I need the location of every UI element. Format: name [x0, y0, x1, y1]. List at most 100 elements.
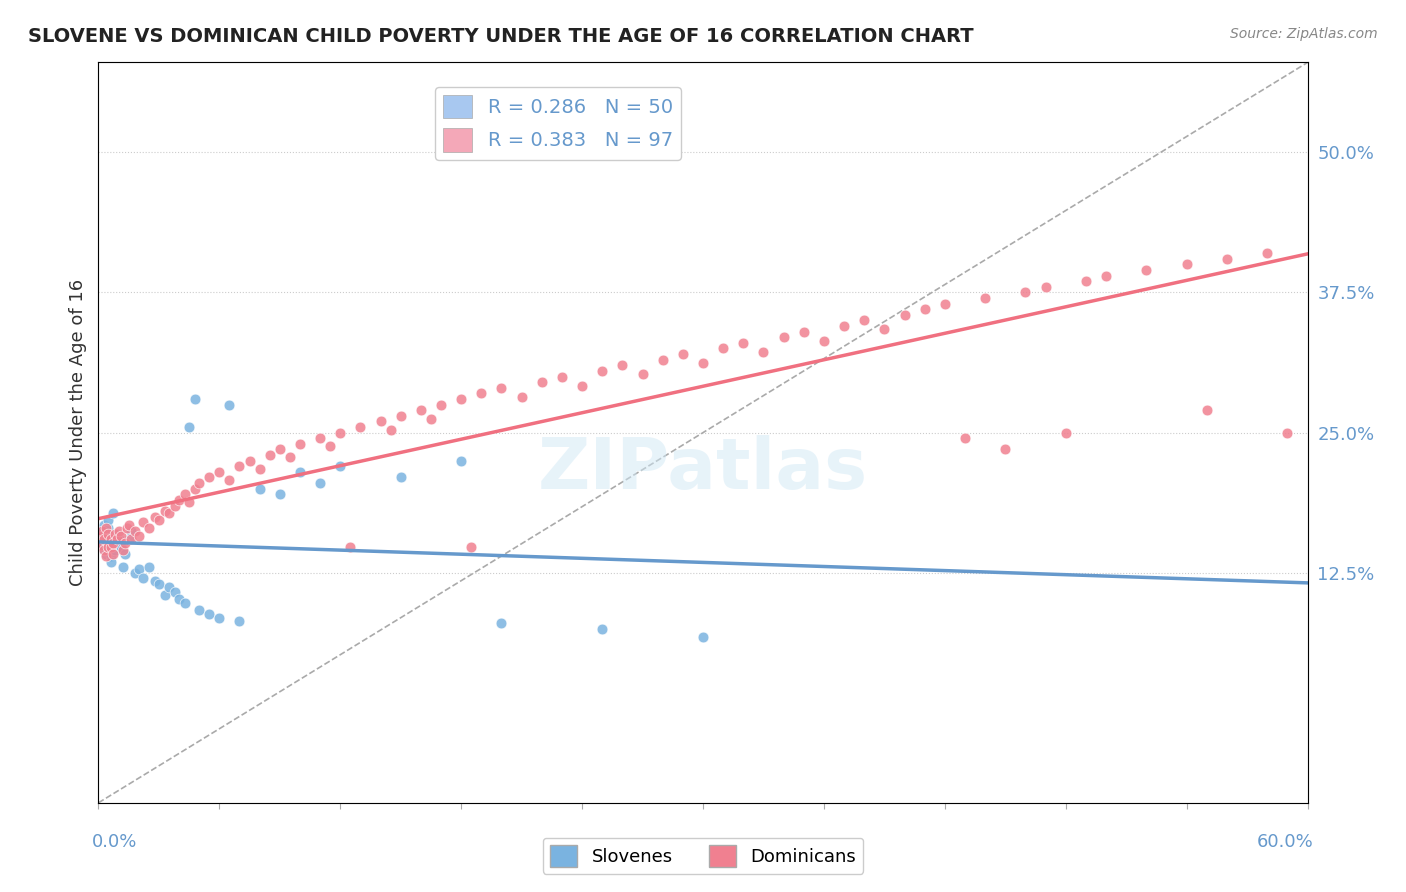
- Point: [711, 342, 734, 356]
- Point: [103, 543, 125, 558]
- Point: [370, 414, 392, 428]
- Point: [389, 470, 412, 484]
- Point: [309, 431, 332, 445]
- Point: [107, 524, 129, 539]
- Y-axis label: Child Poverty Under the Age of 16: Child Poverty Under the Age of 16: [69, 279, 87, 586]
- Point: [100, 540, 122, 554]
- Point: [97, 526, 120, 541]
- Point: [179, 420, 201, 434]
- Point: [1014, 285, 1036, 300]
- Point: [329, 459, 352, 474]
- Point: [873, 322, 896, 336]
- Point: [105, 526, 128, 541]
- Point: [934, 296, 956, 310]
- Point: [672, 347, 695, 361]
- Point: [994, 442, 1017, 457]
- Point: [118, 532, 141, 546]
- Point: [339, 540, 361, 554]
- Point: [974, 291, 997, 305]
- Point: [319, 439, 342, 453]
- Point: [120, 524, 142, 539]
- Point: [259, 448, 281, 462]
- Point: [692, 356, 714, 370]
- Point: [100, 555, 122, 569]
- Point: [96, 549, 118, 563]
- Point: [91, 529, 114, 543]
- Point: [853, 313, 876, 327]
- Point: [93, 543, 115, 558]
- Point: [953, 431, 976, 445]
- Point: [278, 450, 301, 465]
- Point: [101, 538, 124, 552]
- Point: [1035, 280, 1057, 294]
- Point: [813, 334, 835, 348]
- Point: [430, 398, 453, 412]
- Point: [107, 532, 129, 546]
- Point: [309, 476, 332, 491]
- Point: [893, 308, 915, 322]
- Point: [132, 571, 155, 585]
- Text: 0.0%: 0.0%: [93, 833, 138, 851]
- Point: [914, 302, 936, 317]
- Point: [591, 364, 613, 378]
- Point: [100, 532, 122, 546]
- Point: [409, 403, 432, 417]
- Point: [269, 487, 291, 501]
- Text: 60.0%: 60.0%: [1257, 833, 1313, 851]
- Point: [349, 420, 371, 434]
- Point: [793, 325, 815, 339]
- Point: [153, 504, 176, 518]
- Point: [128, 562, 150, 576]
- Point: [591, 622, 613, 636]
- Point: [138, 521, 160, 535]
- Point: [228, 459, 250, 474]
- Point: [174, 596, 197, 610]
- Point: [96, 547, 118, 561]
- Point: [96, 532, 118, 546]
- Point: [329, 425, 352, 440]
- Point: [101, 547, 124, 561]
- Point: [97, 540, 120, 554]
- Point: [101, 535, 124, 549]
- Point: [733, 335, 755, 350]
- Point: [111, 560, 134, 574]
- Legend: Slovenes, Dominicans: Slovenes, Dominicans: [543, 838, 863, 874]
- Point: [91, 523, 114, 537]
- Point: [148, 513, 170, 527]
- Point: [132, 516, 155, 530]
- Point: [551, 369, 574, 384]
- Point: [1256, 246, 1278, 260]
- Point: [1175, 257, 1198, 271]
- Point: [163, 585, 186, 599]
- Point: [184, 482, 207, 496]
- Text: Source: ZipAtlas.com: Source: ZipAtlas.com: [1230, 27, 1378, 41]
- Point: [96, 521, 118, 535]
- Point: [143, 509, 166, 524]
- Point: [269, 442, 291, 457]
- Point: [100, 549, 122, 563]
- Point: [97, 513, 120, 527]
- Point: [249, 461, 271, 475]
- Point: [198, 470, 221, 484]
- Point: [208, 465, 231, 479]
- Legend: R = 0.286   N = 50, R = 0.383   N = 97: R = 0.286 N = 50, R = 0.383 N = 97: [436, 87, 681, 160]
- Point: [249, 482, 271, 496]
- Point: [188, 476, 211, 491]
- Point: [450, 453, 472, 467]
- Point: [93, 517, 115, 532]
- Point: [157, 507, 180, 521]
- Point: [1074, 274, 1097, 288]
- Point: [460, 540, 482, 554]
- Point: [1216, 252, 1239, 266]
- Point: [138, 560, 160, 574]
- Point: [239, 453, 262, 467]
- Point: [167, 591, 190, 606]
- Point: [115, 521, 138, 535]
- Point: [530, 375, 553, 389]
- Point: [631, 368, 654, 382]
- Point: [148, 577, 170, 591]
- Point: [1095, 268, 1118, 283]
- Point: [389, 409, 412, 423]
- Point: [91, 524, 114, 539]
- Point: [143, 574, 166, 588]
